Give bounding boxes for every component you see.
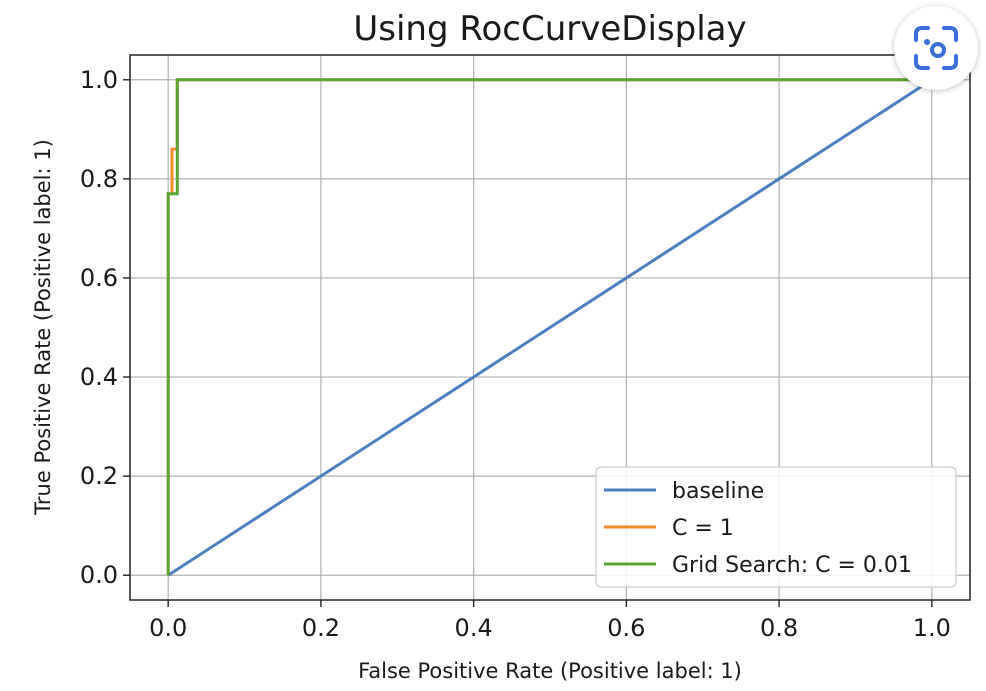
x-tick-label-3: 0.6 (607, 614, 645, 642)
x-tick-label-0: 0.0 (149, 614, 187, 642)
y-tick-label-1: 0.2 (80, 462, 118, 490)
x-axis-ticks: 0.0 0.2 0.4 0.6 0.8 1.0 (149, 600, 951, 642)
legend-label-1: C = 1 (672, 516, 734, 541)
legend-entries: baseline C = 1 Grid Search: C = 0.01 (604, 479, 912, 578)
y-tick-label-3: 0.6 (80, 264, 118, 292)
y-tick-label-0: 0.0 (80, 561, 118, 589)
x-tick-label-1: 0.2 (302, 614, 340, 642)
y-axis-label: True Positive Rate (Positive label: 1) (31, 139, 55, 516)
y-tick-label-2: 0.4 (80, 363, 118, 391)
series-layer (166, 78, 933, 577)
series-line-0 (167, 78, 933, 577)
x-tick-label-5: 1.0 (913, 614, 951, 642)
lens-icon (914, 26, 958, 70)
chart-title: Using RocCurveDisplay (353, 9, 746, 49)
legend-label-0: baseline (672, 479, 764, 504)
y-axis-ticks: 0.0 0.2 0.4 0.6 0.8 1.0 (80, 66, 130, 589)
y-tick-label-5: 1.0 (80, 66, 118, 94)
legend-box (595, 466, 957, 588)
y-tick-label-4: 0.8 (80, 165, 118, 193)
lens-button[interactable] (894, 6, 978, 90)
series-line-2 (166, 78, 932, 576)
legend-label-2: Grid Search: C = 0.01 (672, 553, 912, 578)
x-axis-label: False Positive Rate (Positive label: 1) (358, 659, 742, 683)
x-tick-label-2: 0.4 (455, 614, 493, 642)
x-tick-label-4: 0.8 (760, 614, 798, 642)
plot-frame (129, 54, 971, 601)
legend: baseline C = 1 Grid Search: C = 0.01 (595, 466, 957, 588)
